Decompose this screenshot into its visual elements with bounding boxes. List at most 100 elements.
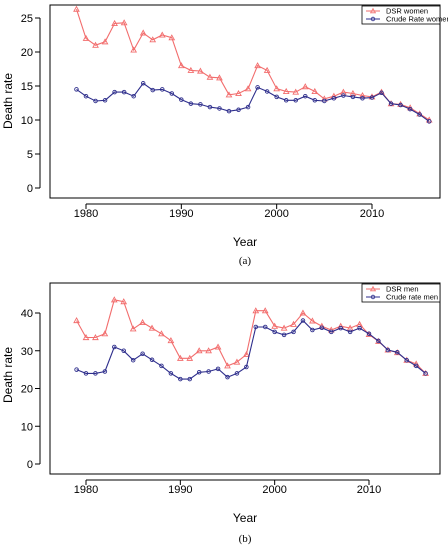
data-point: [281, 332, 287, 338]
y-axis-label: Death rate: [1, 347, 15, 403]
legend-marker: [369, 285, 377, 292]
data-point: [255, 85, 260, 90]
y-tick-label: 20: [21, 47, 33, 59]
data-point: [112, 344, 117, 350]
data-point: [176, 354, 184, 361]
y-tick-label: 10: [21, 421, 33, 433]
data-point: [347, 329, 353, 335]
data-point: [195, 347, 203, 354]
data-point: [310, 327, 315, 333]
data-point: [376, 338, 381, 344]
data-point: [292, 88, 300, 95]
data-point: [121, 89, 127, 95]
legend-label: Crude Rate women: [386, 15, 448, 24]
data-point: [375, 337, 382, 344]
series-line: [76, 319, 426, 380]
plot-frame: [49, 282, 441, 475]
data-point: [350, 94, 356, 100]
data-point: [291, 329, 296, 335]
x-tick-label: 2010: [360, 208, 384, 220]
data-point: [303, 93, 308, 99]
data-point: [148, 324, 156, 331]
data-point: [340, 88, 347, 95]
data-point: [93, 98, 98, 104]
x-tick-label: 2000: [262, 484, 286, 496]
x-tick-label: 1990: [168, 484, 192, 496]
data-point: [319, 325, 325, 330]
data-point: [215, 366, 221, 372]
series-1: [73, 296, 429, 376]
data-point: [206, 73, 214, 80]
data-point: [178, 376, 183, 382]
data-point: [168, 34, 176, 41]
data-point: [159, 363, 164, 369]
data-point: [179, 97, 184, 102]
data-point: [244, 364, 249, 370]
data-point: [271, 322, 279, 329]
legend-marker: [370, 16, 376, 22]
data-point: [312, 98, 318, 103]
data-point: [224, 362, 231, 369]
data-point: [309, 317, 316, 324]
data-point: [263, 66, 271, 73]
y-tick-label: 10: [21, 115, 33, 127]
data-point: [110, 296, 118, 303]
legend-marker: [369, 7, 377, 14]
data-point: [272, 329, 277, 335]
data-point: [158, 31, 166, 38]
data-point: [131, 93, 136, 99]
data-point: [186, 354, 194, 361]
y-tick-label: 0: [27, 459, 33, 471]
data-point: [187, 66, 195, 73]
data-point: [274, 94, 279, 100]
data-point: [83, 371, 89, 376]
data-point: [121, 348, 126, 354]
chart-panel-2: 0 10 20 30 40 1980 1990 2000 2010 Year Death rate (…: [1, 282, 441, 545]
data-point: [233, 358, 241, 365]
data-point: [252, 307, 260, 314]
y-tick-label: 40: [21, 308, 33, 320]
data-point: [398, 102, 403, 108]
data-point: [311, 87, 319, 94]
data-point: [101, 38, 109, 45]
data-point: [236, 107, 241, 113]
figure-caption: (a): [239, 255, 252, 267]
data-point: [261, 307, 269, 314]
data-point: [366, 331, 372, 337]
data-point: [254, 62, 261, 69]
data-point: [359, 91, 366, 99]
x-axis-label: Year: [233, 511, 257, 525]
data-point: [407, 106, 413, 112]
data-point: [388, 101, 394, 106]
data-point: [197, 67, 204, 74]
data-point: [225, 374, 230, 380]
data-point: [225, 91, 233, 98]
data-point: [130, 357, 136, 363]
data-point: [369, 95, 375, 100]
data-point: [130, 46, 138, 53]
data-point: [293, 98, 298, 103]
data-point: [120, 19, 128, 26]
data-point: [301, 83, 309, 90]
data-point: [357, 325, 362, 331]
data-point: [243, 350, 250, 358]
data-point: [158, 330, 165, 337]
y-tick-label: 15: [21, 81, 33, 93]
y-axis-label: Death rate: [1, 73, 15, 129]
data-point: [322, 98, 327, 104]
data-point: [273, 85, 281, 92]
series-line: [76, 82, 430, 122]
data-point: [205, 347, 212, 354]
data-point: [417, 112, 422, 117]
data-point: [169, 91, 175, 96]
legend-label: DSR women: [386, 7, 428, 16]
data-point: [196, 370, 202, 375]
data-point: [207, 104, 213, 110]
data-point: [139, 29, 147, 36]
data-point: [73, 5, 80, 12]
legend-box: [361, 283, 441, 303]
data-point: [360, 95, 365, 101]
data-point: [217, 106, 222, 111]
